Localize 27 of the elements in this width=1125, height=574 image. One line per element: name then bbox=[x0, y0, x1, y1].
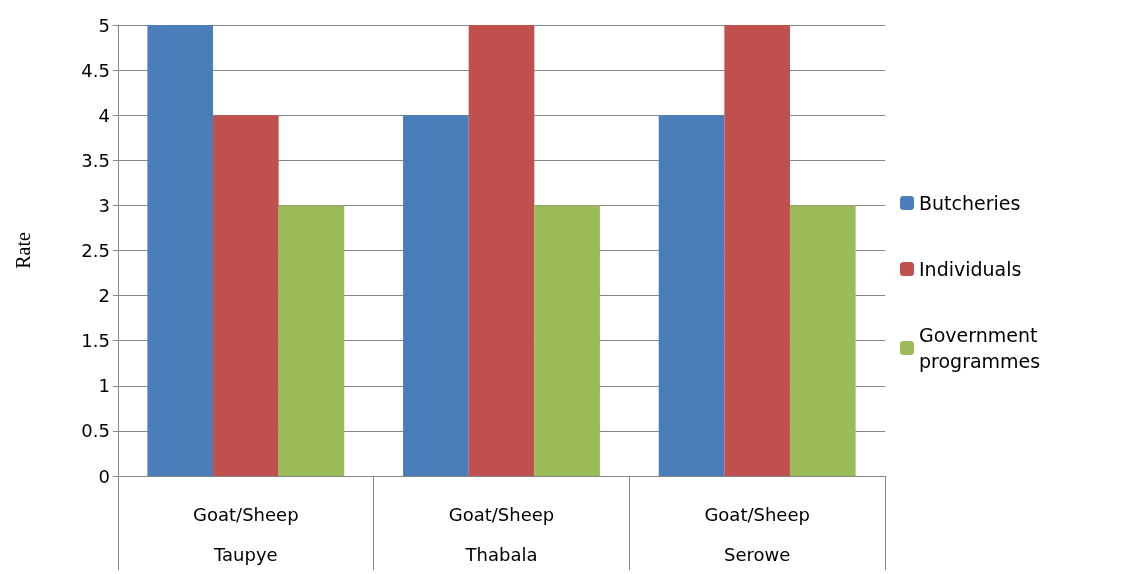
bar bbox=[213, 115, 279, 476]
y-tick-label: 0.5 bbox=[81, 420, 110, 442]
y-tick-label: 2 bbox=[98, 285, 110, 307]
legend-label: Individuals bbox=[919, 258, 1022, 280]
y-tick-label: 5 bbox=[98, 14, 110, 36]
legend-label: Butcheries bbox=[919, 192, 1021, 214]
y-tick-label: 0 bbox=[98, 465, 110, 487]
bar bbox=[403, 115, 469, 476]
x-tick-label: Goat/Sheep Thabala bbox=[448, 503, 555, 565]
y-tick-label: 3.5 bbox=[81, 149, 110, 171]
y-tick-label: 1.5 bbox=[81, 330, 110, 352]
y-tick-label: 2.5 bbox=[81, 240, 110, 261]
bar bbox=[468, 25, 535, 476]
x-tick-label: Goat/Sheep Serowe bbox=[704, 503, 810, 565]
y-tick-label: 1 bbox=[98, 375, 110, 397]
y-tick-label: 3 bbox=[98, 194, 110, 216]
bar bbox=[724, 25, 790, 476]
y-tick-label: 4 bbox=[98, 104, 110, 126]
x-tick-label: Goat/Sheep Taupye bbox=[193, 503, 299, 565]
bar bbox=[789, 205, 856, 476]
y-axis-title: Rate bbox=[12, 232, 34, 269]
legend-label: Government programmes bbox=[919, 324, 1044, 372]
bar bbox=[658, 115, 725, 476]
bar bbox=[278, 205, 345, 476]
y-tick-label: 4.5 bbox=[81, 59, 110, 81]
bar bbox=[534, 205, 600, 476]
bar bbox=[147, 25, 214, 476]
